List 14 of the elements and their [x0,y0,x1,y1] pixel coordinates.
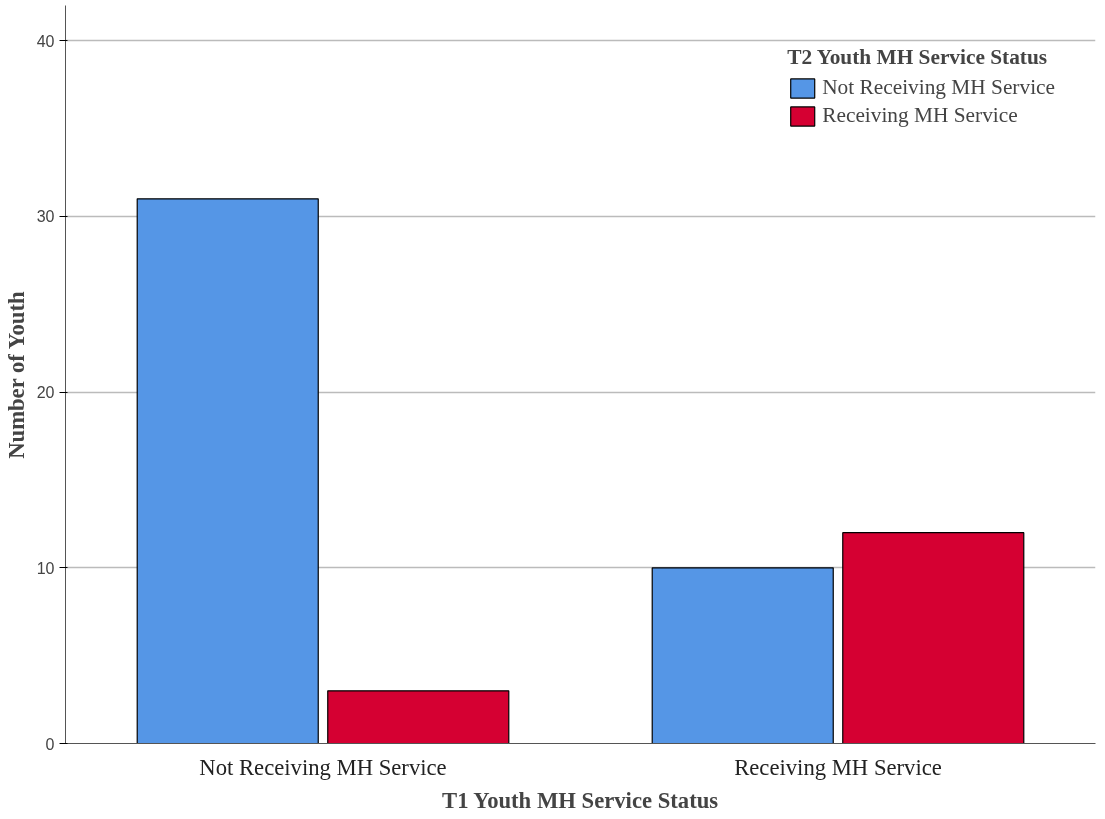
legend-label: Not Receiving MH Service [822,75,1055,100]
y-tick-label: 40 [36,32,55,50]
y-tick-label: 10 [36,559,55,577]
bar [136,198,319,744]
legend-title: T2 Youth MH Service Status [787,45,1049,70]
y-axis-title: Number of Youth [3,291,29,459]
legend-label: Receiving MH Service [822,103,1018,128]
bar [327,690,510,744]
y-tick-label: 30 [36,208,55,226]
bar [651,567,834,744]
bar [842,532,1025,744]
x-axis-title: T1 Youth MH Service Status [442,787,719,813]
y-tick-label: 20 [36,384,55,402]
y-tick-label: 0 [45,735,55,753]
